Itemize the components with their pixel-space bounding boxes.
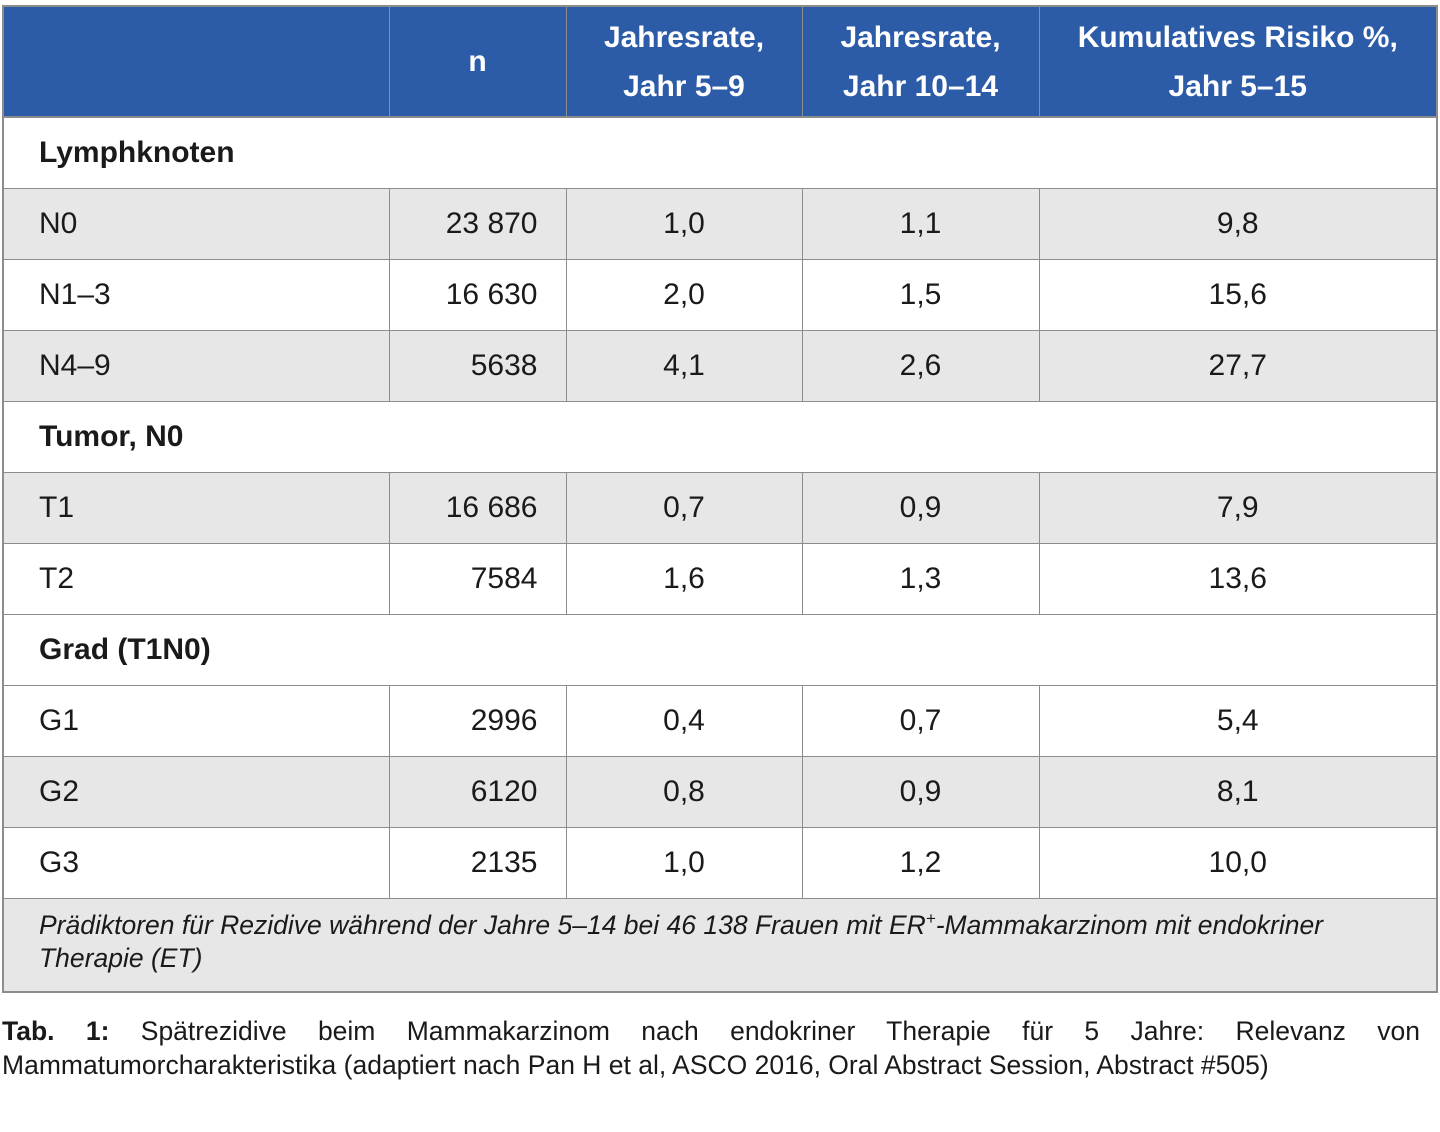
row-cum-risk: 9,8	[1039, 188, 1436, 260]
section-row-lymphknoten: Lymphknoten	[4, 116, 1436, 189]
footnote-text-start: Prädiktoren für Rezidive während der Jah…	[39, 910, 926, 940]
header-cum-risk-line1: Kumulatives Risiko %,	[1077, 20, 1398, 54]
row-rate-10-14: 1,5	[802, 259, 1040, 331]
header-cum-risk: Kumulatives Risiko %, Jahr 5–15	[1039, 7, 1436, 117]
header-row: n Jahresrate, Jahr 5–9 Jahresrate, Jahr …	[4, 7, 1436, 117]
row-n: 7584	[389, 543, 567, 615]
row-cum-risk: 5,4	[1039, 685, 1436, 757]
row-n: 16 686	[389, 472, 567, 544]
row-label: T1	[4, 472, 390, 544]
table-row: G2 6120 0,8 0,9 8,1	[4, 756, 1436, 828]
table-body: Lymphknoten N0 23 870 1,0 1,1 9,8 N1–3 1…	[4, 116, 1436, 991]
header-rate-10-14: Jahresrate, Jahr 10–14	[802, 7, 1040, 117]
table-row: N4–9 5638 4,1 2,6 27,7	[4, 330, 1436, 402]
row-cum-risk: 13,6	[1039, 543, 1436, 615]
header-rate-5-9-line2: Jahr 5–9	[623, 69, 745, 103]
footnote-superscript: +	[925, 909, 936, 929]
header-cum-risk-line2: Jahr 5–15	[1168, 69, 1307, 103]
row-n: 16 630	[389, 259, 567, 331]
row-rate-10-14: 1,2	[802, 827, 1040, 899]
row-label: N0	[4, 188, 390, 260]
section-row-tumor: Tumor, N0	[4, 401, 1436, 473]
section-title: Tumor, N0	[4, 401, 1436, 473]
header-rate-10-14-line2: Jahr 10–14	[842, 69, 999, 103]
row-n: 5638	[389, 330, 567, 402]
table-row: G3 2135 1,0 1,2 10,0	[4, 827, 1436, 899]
row-n: 6120	[389, 756, 567, 828]
section-title: Lymphknoten	[4, 116, 1436, 189]
row-cum-risk: 15,6	[1039, 259, 1436, 331]
row-label: G1	[4, 685, 390, 757]
section-title: Grad (T1N0)	[4, 614, 1436, 686]
row-rate-5-9: 0,8	[566, 756, 803, 828]
header-rate-10-14-line1: Jahresrate,	[840, 20, 1001, 54]
row-cum-risk: 27,7	[1039, 330, 1436, 402]
row-rate-5-9: 1,0	[566, 188, 803, 260]
header-n: n	[389, 7, 567, 117]
row-rate-10-14: 1,1	[802, 188, 1040, 260]
row-cum-risk: 8,1	[1039, 756, 1436, 828]
header-rate-5-9-line1: Jahresrate,	[603, 20, 765, 54]
table-row: G1 2996 0,4 0,7 5,4	[4, 685, 1436, 757]
table-row: N1–3 16 630 2,0 1,5 15,6	[4, 259, 1436, 331]
row-cum-risk: 7,9	[1039, 472, 1436, 544]
footnote-row: Prädiktoren für Rezidive während der Jah…	[4, 898, 1436, 991]
caption-text: Spätrezidive beim Mammakarzinom nach end…	[2, 1016, 1420, 1080]
row-rate-10-14: 2,6	[802, 330, 1040, 402]
row-rate-10-14: 1,3	[802, 543, 1040, 615]
row-rate-5-9: 1,6	[566, 543, 803, 615]
row-rate-10-14: 0,9	[802, 472, 1040, 544]
row-rate-5-9: 1,0	[566, 827, 803, 899]
row-label: G2	[4, 756, 390, 828]
header-rate-5-9: Jahresrate, Jahr 5–9	[566, 7, 803, 117]
row-n: 2135	[389, 827, 567, 899]
table-header: n Jahresrate, Jahr 5–9 Jahresrate, Jahr …	[4, 7, 1436, 117]
row-rate-5-9: 0,4	[566, 685, 803, 757]
row-cum-risk: 10,0	[1039, 827, 1436, 899]
row-rate-5-9: 4,1	[566, 330, 803, 402]
data-table-frame: n Jahresrate, Jahr 5–9 Jahresrate, Jahr …	[2, 5, 1438, 993]
row-rate-10-14: 0,9	[802, 756, 1040, 828]
table-caption: Tab. 1: Spätrezidive beim Mammakarzinom …	[2, 1014, 1420, 1082]
row-rate-5-9: 0,7	[566, 472, 803, 544]
header-empty	[4, 7, 390, 117]
section-row-grad: Grad (T1N0)	[4, 614, 1436, 686]
table-row: T1 16 686 0,7 0,9 7,9	[4, 472, 1436, 544]
row-label: T2	[4, 543, 390, 615]
row-label: N4–9	[4, 330, 390, 402]
row-label: G3	[4, 827, 390, 899]
row-n: 23 870	[389, 188, 567, 260]
row-label: N1–3	[4, 259, 390, 331]
caption-label: Tab. 1:	[2, 1016, 110, 1046]
row-n: 2996	[389, 685, 567, 757]
footnote-text-end: -Mammakarzinom mit endokriner Therapie (…	[39, 910, 1324, 973]
row-rate-10-14: 0,7	[802, 685, 1040, 757]
table-row: T2 7584 1,6 1,3 13,6	[4, 543, 1436, 615]
data-table: n Jahresrate, Jahr 5–9 Jahresrate, Jahr …	[4, 7, 1436, 991]
table-footnote: Prädiktoren für Rezidive während der Jah…	[4, 898, 1436, 991]
table-row: N0 23 870 1,0 1,1 9,8	[4, 188, 1436, 260]
row-rate-5-9: 2,0	[566, 259, 803, 331]
